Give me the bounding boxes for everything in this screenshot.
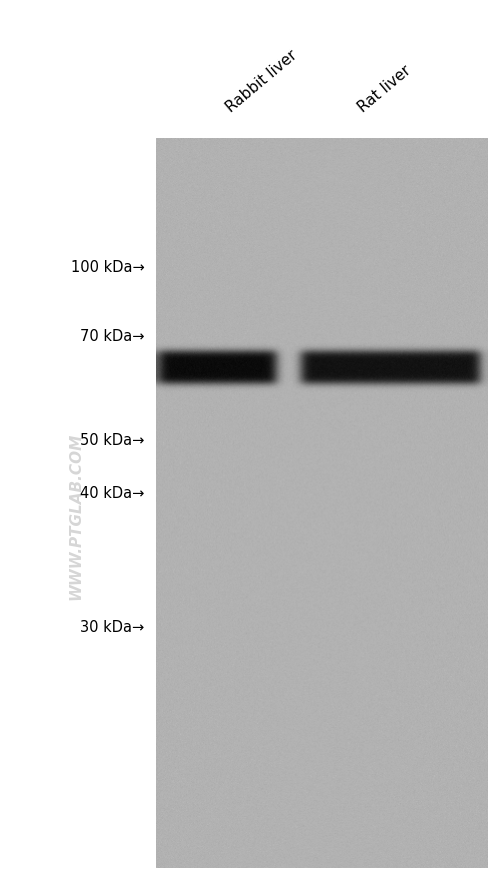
Text: Rat liver: Rat liver [355,63,414,116]
Text: 30 kDa→: 30 kDa→ [80,620,145,635]
Text: 70 kDa→: 70 kDa→ [80,329,145,344]
Text: 40 kDa→: 40 kDa→ [80,487,145,501]
Text: WWW.PTGLAB.COM: WWW.PTGLAB.COM [69,433,83,600]
Text: 100 kDa→: 100 kDa→ [71,260,145,274]
Text: Rabbit liver: Rabbit liver [223,48,300,116]
Text: 50 kDa→: 50 kDa→ [80,433,145,448]
